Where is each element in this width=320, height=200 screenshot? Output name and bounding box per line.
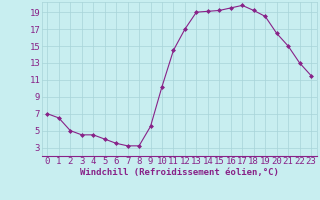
X-axis label: Windchill (Refroidissement éolien,°C): Windchill (Refroidissement éolien,°C) xyxy=(80,168,279,177)
